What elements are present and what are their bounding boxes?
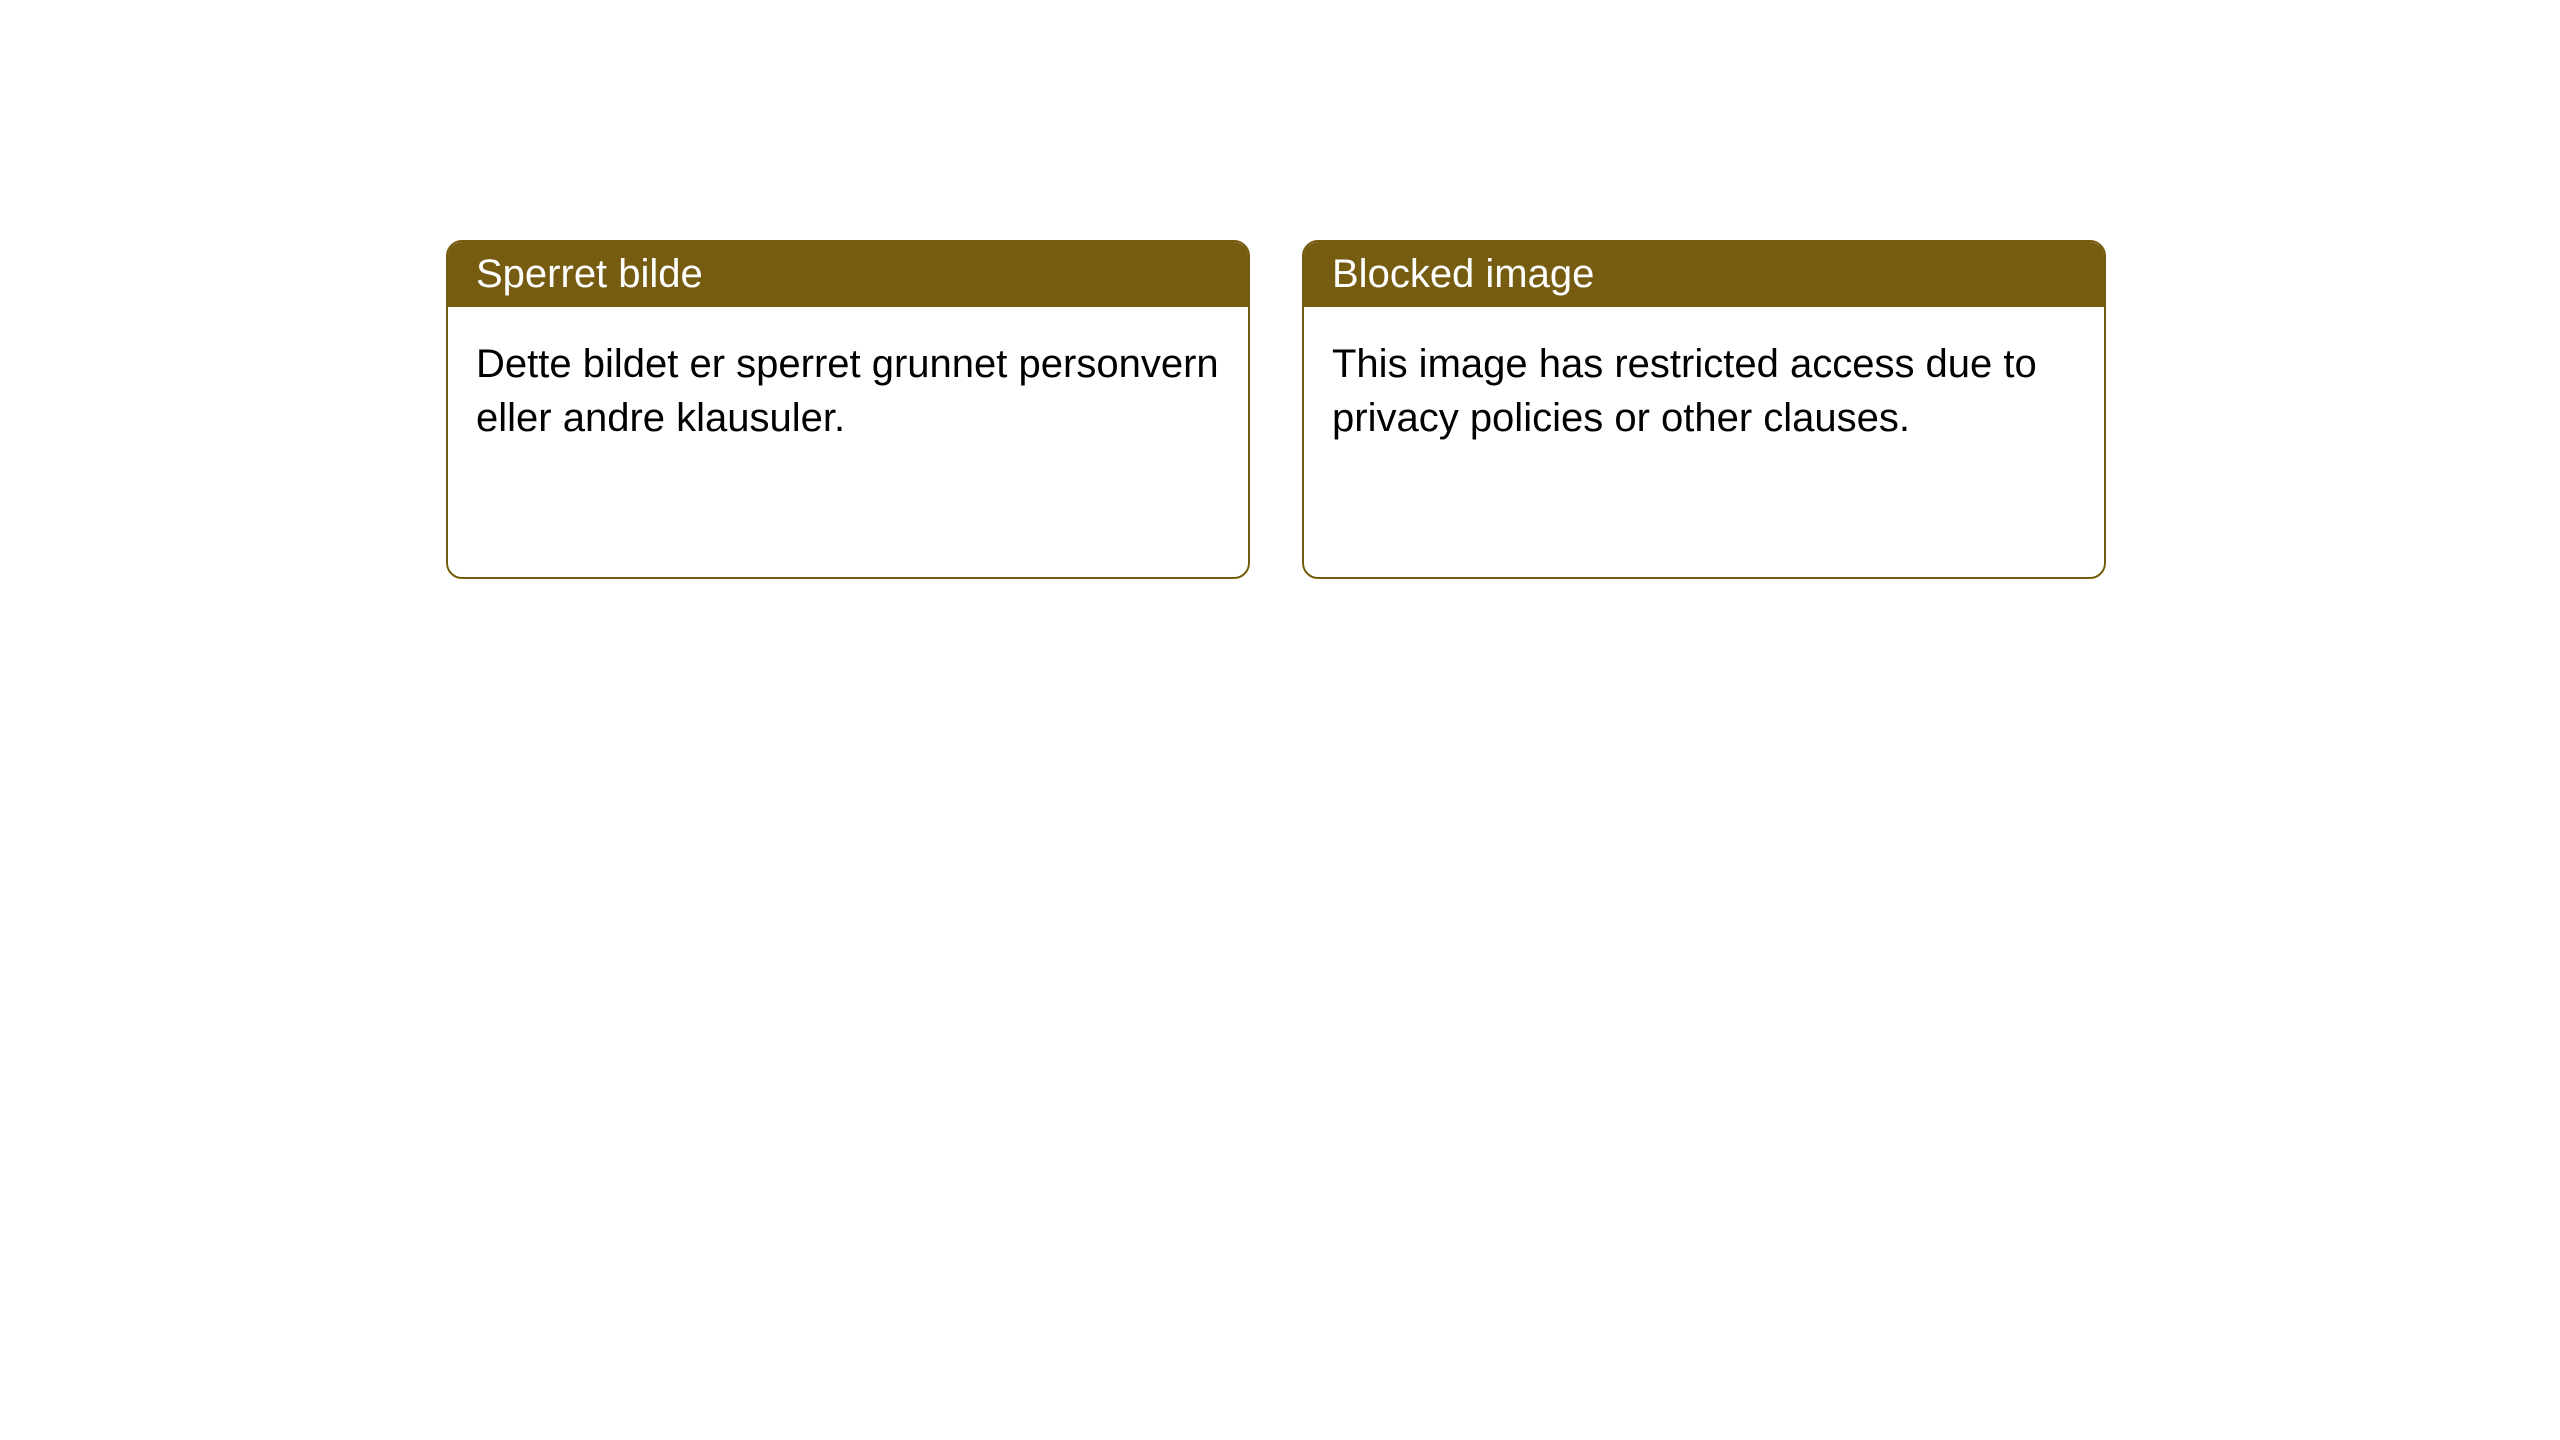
card-body-norwegian: Dette bildet er sperret grunnet personve… [448,307,1248,577]
notice-container: Sperret bilde Dette bildet er sperret gr… [446,240,2106,579]
card-body-english: This image has restricted access due to … [1304,307,2104,577]
card-header-norwegian: Sperret bilde [448,242,1248,307]
card-header-english: Blocked image [1304,242,2104,307]
notice-card-english: Blocked image This image has restricted … [1302,240,2106,579]
notice-card-norwegian: Sperret bilde Dette bildet er sperret gr… [446,240,1250,579]
